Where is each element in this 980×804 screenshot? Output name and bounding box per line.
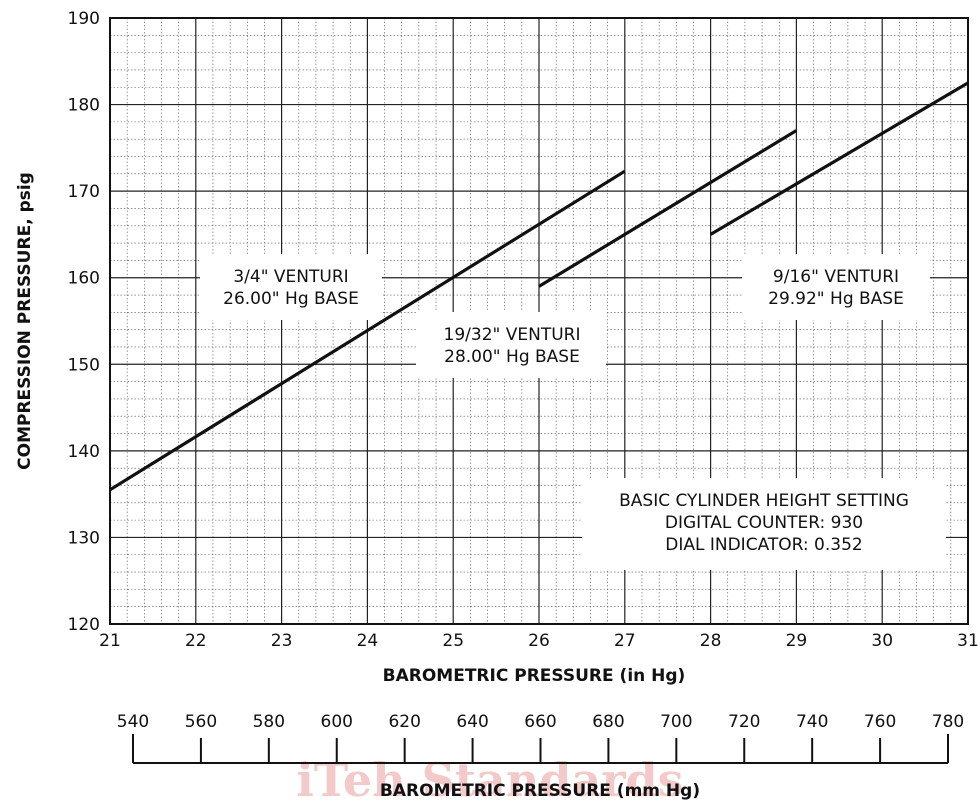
secondary-axis-title: BAROMETRIC PRESSURE (mm Hg) — [380, 781, 700, 801]
series-layer — [109, 81, 969, 492]
annotation-box — [582, 478, 946, 570]
secondary-tick-label: 560 — [185, 712, 217, 732]
x-axis-ticks: 21 22 23 24 25 26 27 28 29 30 31 — [99, 631, 979, 651]
series-line — [709, 81, 969, 236]
x-tick-label: 30 — [871, 631, 893, 651]
y-axis-title: COMPRESSION PRESSURE, psig — [15, 172, 35, 470]
secondary-tick-label: 620 — [388, 712, 420, 732]
series-line — [538, 129, 798, 288]
secondary-tick-label: 700 — [660, 712, 692, 732]
x-tick-label: 31 — [957, 631, 979, 651]
series-label-box — [416, 312, 606, 378]
y-tick-label: 170 — [68, 182, 100, 202]
series-label-box — [742, 254, 930, 320]
y-tick-label: 180 — [68, 96, 100, 116]
x-tick-label: 23 — [271, 631, 293, 651]
x-axis-title: BAROMETRIC PRESSURE (in Hg) — [383, 666, 686, 686]
x-tick-label: 28 — [700, 631, 722, 651]
annotation-text: BASIC CYLINDER HEIGHT SETTING — [619, 491, 909, 511]
secondary-tick-label: 740 — [796, 712, 828, 732]
series-label-text: 19/32" VENTURI — [444, 325, 581, 345]
series-label-text: 9/16" VENTURI — [773, 267, 899, 287]
x-tick-label: 25 — [442, 631, 464, 651]
secondary-tick-label: 760 — [864, 712, 896, 732]
series-label-text: 26.00" Hg BASE — [223, 289, 359, 309]
plot-frame — [109, 17, 969, 625]
y-tick-label: 150 — [68, 355, 100, 375]
secondary-tick-label: 600 — [321, 712, 353, 732]
secondary-tick-label: 720 — [728, 712, 760, 732]
secondary-tick-label: 540 — [117, 712, 149, 732]
annotation-text: DIAL INDICATOR: 0.352 — [665, 535, 862, 555]
x-tick-label: 27 — [614, 631, 636, 651]
y-tick-label: 120 — [68, 615, 100, 635]
x-tick-label: 26 — [528, 631, 550, 651]
series-line — [109, 169, 626, 492]
secondary-tick-label: 660 — [524, 712, 556, 732]
x-tick-label: 22 — [185, 631, 207, 651]
y-tick-label: 130 — [68, 528, 100, 548]
secondary-tick-label: 780 — [932, 712, 964, 732]
secondary-tick-label: 580 — [253, 712, 285, 732]
annotation-text: DIGITAL COUNTER: 930 — [665, 513, 863, 533]
y-tick-label: 190 — [68, 9, 100, 29]
y-tick-label: 140 — [68, 442, 100, 462]
watermark: iTeh Standards — [296, 753, 683, 804]
x-tick-label: 24 — [357, 631, 379, 651]
y-tick-label: 160 — [68, 269, 100, 289]
series-label-text: 3/4" VENTURI — [233, 267, 348, 287]
series-label-text: 28.00" Hg BASE — [444, 347, 580, 367]
x-tick-label: 21 — [99, 631, 121, 651]
secondary-axis: 540 560 580 600 620 640 660 680 700 720 740 760 780 — [117, 712, 964, 764]
secondary-tick-label: 680 — [592, 712, 624, 732]
y-axis-ticks: 120 130 140 150 160 170 180 190 — [68, 9, 100, 635]
series-label-box — [200, 254, 382, 320]
x-tick-label: 29 — [786, 631, 808, 651]
series-label-text: 29.92" Hg BASE — [768, 289, 904, 309]
secondary-tick-label: 640 — [456, 712, 488, 732]
